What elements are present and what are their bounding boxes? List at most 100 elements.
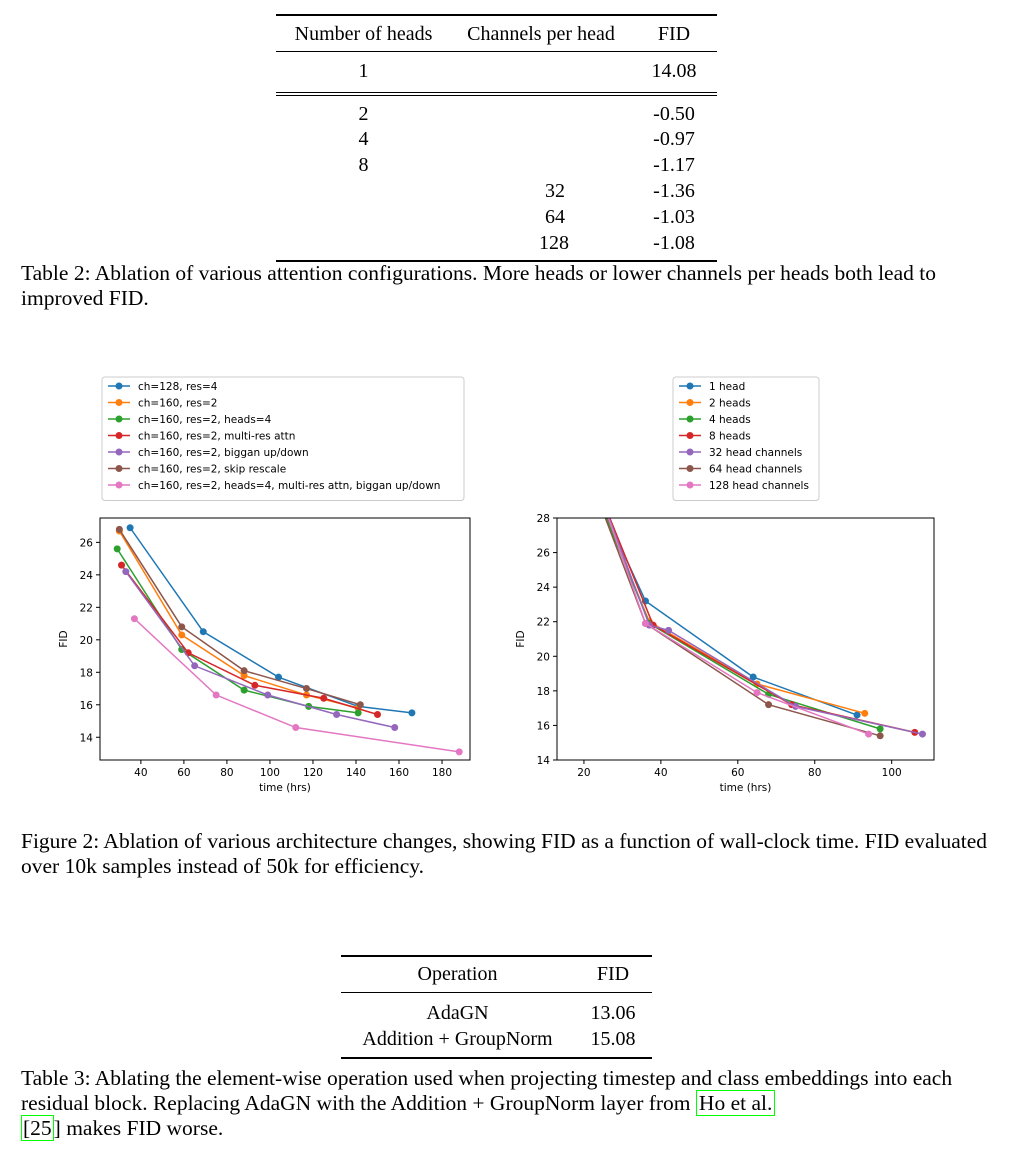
table-row: 4 -0.97 — [276, 126, 717, 152]
col-header-heads: Number of heads — [294, 23, 433, 45]
cell-fid: 13.06 — [590, 1002, 636, 1024]
x-axis-label: time (hrs) — [720, 782, 772, 794]
col-header-channels: Channels per head — [467, 23, 615, 45]
legend-swatch-marker — [115, 382, 123, 390]
table-3: Operation FID AdaGN 13.06 Addition + Gro… — [341, 955, 652, 1059]
col-header-fid: FID — [596, 963, 630, 985]
citation-number-link[interactable]: [25 — [21, 1115, 54, 1141]
cell-operation: Addition + GroupNorm — [362, 1028, 553, 1050]
cell-channels: 32 — [545, 180, 565, 202]
table-row: 64 -1.03 — [276, 204, 717, 230]
y-tick-label: 24 — [80, 570, 94, 582]
data-point — [130, 615, 138, 623]
legend-swatch-marker — [686, 399, 694, 406]
y-tick-label: 24 — [537, 582, 551, 594]
y-tick-label: 20 — [537, 651, 550, 663]
legend-entry: ch=160, res=2, heads=4 — [138, 414, 272, 426]
legend-entry: 2 heads — [709, 398, 751, 410]
data-point — [861, 709, 869, 717]
baseline-heads: 1 — [358, 60, 369, 82]
data-point — [876, 725, 884, 733]
legend-swatch-marker — [686, 382, 694, 390]
legend-swatch-marker — [115, 432, 123, 439]
data-point — [665, 626, 673, 634]
citation-number: 25 — [30, 1116, 52, 1140]
series-line — [125, 571, 395, 729]
cell-operation: AdaGN — [426, 1002, 489, 1024]
x-tick-label: 80 — [808, 767, 821, 779]
table-2-caption: Table 2: Ablation of various attention c… — [21, 261, 936, 310]
legend-entry: 32 head channels — [709, 447, 802, 459]
legend-swatch-marker — [115, 415, 123, 423]
data-point — [596, 489, 603, 496]
series-line — [606, 518, 858, 716]
x-tick-label: 140 — [346, 767, 366, 779]
legend-entry: 4 heads — [709, 414, 751, 426]
cell-fid: -1.08 — [653, 232, 695, 254]
data-point — [596, 489, 603, 496]
right-chart: 20 40 60 80 100 14 16 18 20 22 24 26 28 time (hrs) FID… — [515, 376, 935, 794]
y-tick-label: 26 — [80, 537, 94, 549]
data-point — [876, 732, 884, 740]
caption-text-end: ] makes FID worse. — [53, 1116, 224, 1140]
data-point — [753, 689, 761, 697]
y-tick-label: 28 — [537, 513, 550, 525]
cell-heads — [276, 178, 451, 204]
legend-box — [101, 376, 465, 501]
data-point — [303, 685, 311, 693]
x-axis-label: time (hrs) — [259, 782, 311, 794]
data-point — [178, 631, 186, 639]
x-tick-label: 80 — [220, 767, 233, 779]
series-line — [607, 518, 869, 735]
legend-entry: ch=128, res=4 — [138, 381, 218, 393]
legend-swatch-marker — [115, 399, 123, 406]
data-point — [126, 524, 134, 532]
cell-channels — [451, 152, 631, 178]
data-point — [320, 694, 328, 702]
x-tick-label: 100 — [882, 767, 902, 779]
cell-fid: -0.97 — [653, 128, 695, 150]
data-point — [408, 709, 416, 717]
legend-swatch-marker — [115, 481, 123, 489]
legend-entry: ch=160, res=2, heads=4, multi-res attn, … — [138, 480, 440, 492]
data-point — [240, 672, 248, 680]
y-tick-label: 22 — [537, 617, 550, 629]
data-point — [641, 619, 649, 627]
y-axis-label: FID — [515, 630, 527, 647]
data-point — [333, 711, 341, 719]
x-tick-label: 180 — [432, 767, 452, 779]
figure-2-caption: Figure 2: Ablation of various architectu… — [21, 829, 988, 878]
y-tick-label: 16 — [537, 720, 551, 732]
legend-entry: ch=160, res=2 — [138, 398, 217, 410]
y-axis-label: FID — [58, 630, 70, 647]
table-2: Number of heads Channels per head FID 1 … — [276, 14, 717, 262]
data-point — [199, 628, 207, 636]
table-row-baseline: 1 14.08 — [276, 52, 717, 94]
x-tick-label: 20 — [577, 767, 590, 779]
y-tick-label: 18 — [80, 667, 93, 679]
cell-channels — [451, 94, 631, 126]
data-point — [292, 724, 300, 732]
x-tick-label: 60 — [731, 767, 744, 779]
plot-area — [113, 524, 463, 756]
data-point — [191, 662, 199, 670]
data-point — [275, 673, 283, 681]
series-line — [605, 518, 881, 730]
citation-link[interactable]: Ho et al. — [695, 1090, 776, 1116]
cell-fid: -0.50 — [653, 103, 695, 125]
legend-entry: ch=160, res=2, skip rescale — [138, 464, 286, 476]
data-point — [765, 701, 773, 709]
data-point — [122, 568, 130, 576]
cell-heads — [276, 230, 451, 261]
legend-swatch-marker — [115, 465, 123, 472]
data-point — [918, 730, 926, 738]
legend-entry: ch=160, res=2, multi-res attn — [138, 431, 295, 443]
cell-fid: -1.03 — [653, 206, 695, 228]
x-tick-label: 40 — [134, 767, 147, 779]
data-point — [178, 623, 186, 631]
data-point — [212, 691, 220, 699]
cell-heads: 8 — [358, 154, 369, 176]
col-header-fid: FID — [657, 23, 691, 45]
data-point — [113, 545, 121, 553]
y-tick-label: 16 — [80, 700, 94, 712]
